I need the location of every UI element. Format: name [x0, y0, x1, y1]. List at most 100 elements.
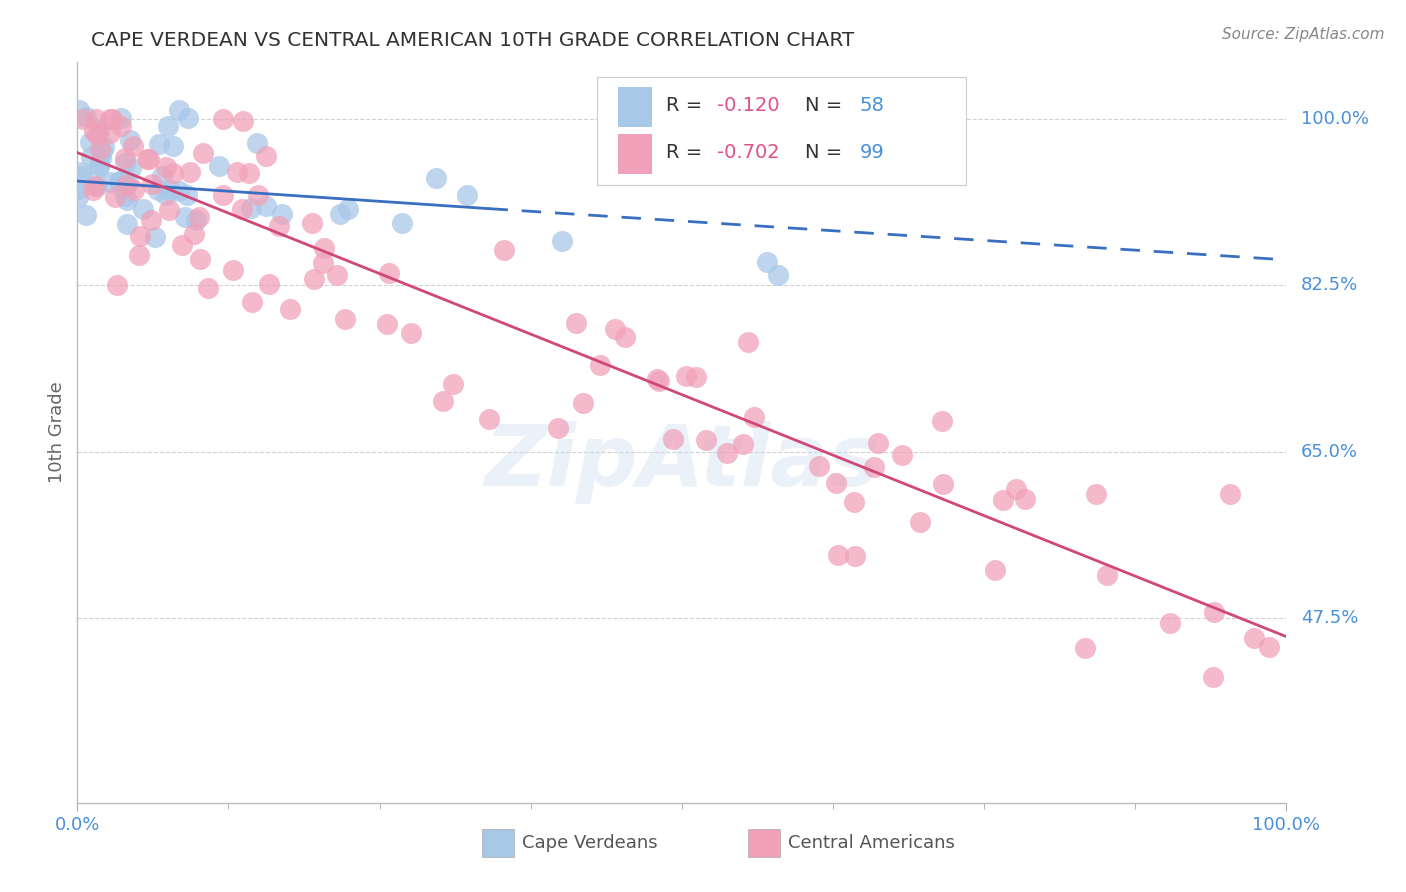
- Point: [246, 136, 269, 150]
- Point: [254, 199, 277, 213]
- Point: [211, 112, 233, 127]
- Point: [866, 436, 889, 450]
- Point: [173, 211, 195, 225]
- Point: [162, 139, 184, 153]
- FancyBboxPatch shape: [748, 829, 780, 857]
- Point: [662, 432, 685, 446]
- Text: 82.5%: 82.5%: [1301, 277, 1358, 294]
- Point: [131, 202, 153, 216]
- Point: [70, 169, 93, 184]
- Point: [150, 169, 173, 183]
- Point: [72, 112, 94, 127]
- Point: [551, 234, 574, 248]
- Point: [118, 132, 141, 146]
- Point: [86, 112, 108, 127]
- Point: [211, 188, 233, 202]
- Point: [648, 374, 671, 388]
- Point: [983, 563, 1005, 577]
- Point: [176, 187, 198, 202]
- Point: [628, 162, 651, 177]
- Point: [139, 213, 162, 227]
- Point: [1204, 605, 1226, 619]
- Point: [87, 160, 110, 174]
- Point: [337, 202, 360, 216]
- Point: [456, 188, 478, 202]
- Point: [301, 216, 323, 230]
- Point: [267, 219, 290, 234]
- Point: [83, 179, 105, 194]
- Point: [1219, 487, 1241, 501]
- Point: [1202, 670, 1225, 684]
- Point: [270, 207, 292, 221]
- Point: [731, 437, 754, 451]
- Point: [177, 111, 200, 125]
- Point: [572, 396, 595, 410]
- Point: [425, 171, 447, 186]
- Point: [844, 549, 866, 563]
- Point: [399, 326, 422, 340]
- Point: [742, 409, 765, 424]
- Point: [247, 188, 270, 202]
- Point: [188, 252, 211, 267]
- Point: [98, 175, 121, 189]
- Point: [114, 178, 136, 192]
- Point: [110, 175, 132, 189]
- Text: 100.0%: 100.0%: [1301, 111, 1369, 128]
- Point: [613, 330, 636, 344]
- Point: [170, 238, 193, 252]
- Point: [226, 164, 249, 178]
- Point: [104, 190, 127, 204]
- Text: -0.120: -0.120: [717, 95, 779, 115]
- Point: [645, 372, 668, 386]
- Point: [547, 420, 569, 434]
- Point: [827, 548, 849, 562]
- Point: [844, 494, 866, 508]
- Point: [685, 369, 707, 384]
- Point: [254, 148, 277, 162]
- Point: [108, 174, 131, 188]
- Text: Cape Verdeans: Cape Verdeans: [522, 834, 658, 852]
- Point: [766, 268, 789, 282]
- Point: [222, 263, 245, 277]
- Point: [114, 155, 136, 169]
- Point: [208, 159, 231, 173]
- Point: [908, 516, 931, 530]
- Point: [157, 119, 180, 133]
- Point: [82, 183, 104, 197]
- Point: [191, 145, 214, 160]
- Point: [110, 111, 132, 125]
- Point: [148, 137, 170, 152]
- Point: [115, 193, 138, 207]
- Point: [98, 126, 121, 140]
- FancyBboxPatch shape: [617, 87, 652, 128]
- Point: [89, 143, 111, 157]
- Point: [863, 460, 886, 475]
- Point: [122, 183, 145, 197]
- Point: [695, 433, 717, 447]
- Point: [98, 112, 121, 127]
- Text: 58: 58: [859, 95, 884, 115]
- Point: [135, 152, 157, 166]
- Point: [146, 183, 169, 197]
- Point: [186, 213, 208, 227]
- Point: [128, 228, 150, 243]
- Point: [117, 176, 139, 190]
- Point: [110, 119, 132, 133]
- Point: [87, 123, 110, 137]
- Text: 65.0%: 65.0%: [1301, 442, 1358, 460]
- Point: [312, 255, 335, 269]
- Text: Source: ZipAtlas.com: Source: ZipAtlas.com: [1222, 27, 1385, 42]
- Point: [1004, 482, 1026, 496]
- Point: [66, 182, 89, 196]
- Point: [141, 178, 163, 192]
- Point: [80, 150, 103, 164]
- Text: R =: R =: [666, 95, 709, 115]
- Point: [93, 140, 115, 154]
- Point: [1097, 567, 1119, 582]
- Point: [312, 241, 335, 255]
- Point: [179, 165, 201, 179]
- Point: [67, 103, 90, 117]
- Text: 99: 99: [859, 143, 884, 161]
- Point: [441, 376, 464, 391]
- Point: [155, 187, 177, 202]
